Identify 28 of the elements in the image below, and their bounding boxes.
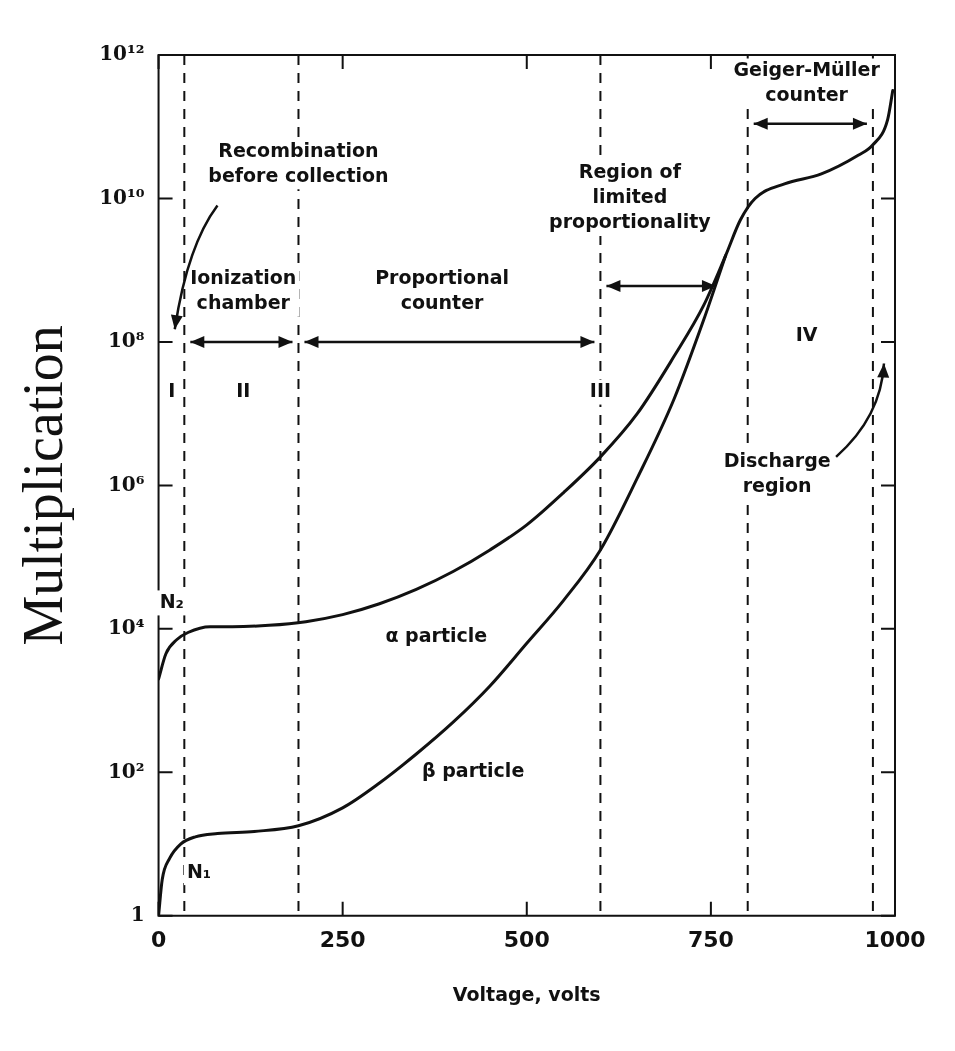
x-tick-label: 1000 xyxy=(864,926,926,952)
annotation: Geiger-Müller counter xyxy=(733,57,881,105)
series-label: β particle xyxy=(422,759,525,782)
x-tick-label: 750 xyxy=(687,926,734,952)
y-tick-label: 10⁸ xyxy=(107,328,145,353)
y-tick-label: 10⁶ xyxy=(107,471,145,496)
annotation: N₂ xyxy=(159,589,184,612)
y-tick-label: 10⁴ xyxy=(107,615,145,640)
x-axis-title: Voltage, volts xyxy=(452,982,601,1005)
annotation: Region of limited proportionality xyxy=(549,160,712,233)
x-tick-label: 0 xyxy=(150,926,167,952)
annotation: Ionization chamber xyxy=(190,266,297,314)
annotation: III xyxy=(589,379,612,402)
y-tick-label: 10² xyxy=(107,758,145,783)
y-tick-label: 1 xyxy=(130,902,145,926)
annotation: Discharge region xyxy=(723,449,831,497)
annotation: II xyxy=(236,379,251,402)
series-label: α particle xyxy=(385,624,488,647)
annotation: I xyxy=(168,379,176,402)
annotation: N₁ xyxy=(186,859,212,882)
x-tick-label: 500 xyxy=(503,926,550,952)
annotation: Recombination before collection xyxy=(208,138,389,186)
y-tick-label: 10¹⁰ xyxy=(99,184,145,209)
x-tick-label: 250 xyxy=(319,926,366,952)
y-tick-label: 10¹² xyxy=(99,41,145,66)
annotation: IV xyxy=(795,323,818,346)
annotation: Proportional counter xyxy=(375,266,510,314)
y-axis-title: Multiplication xyxy=(12,325,75,646)
